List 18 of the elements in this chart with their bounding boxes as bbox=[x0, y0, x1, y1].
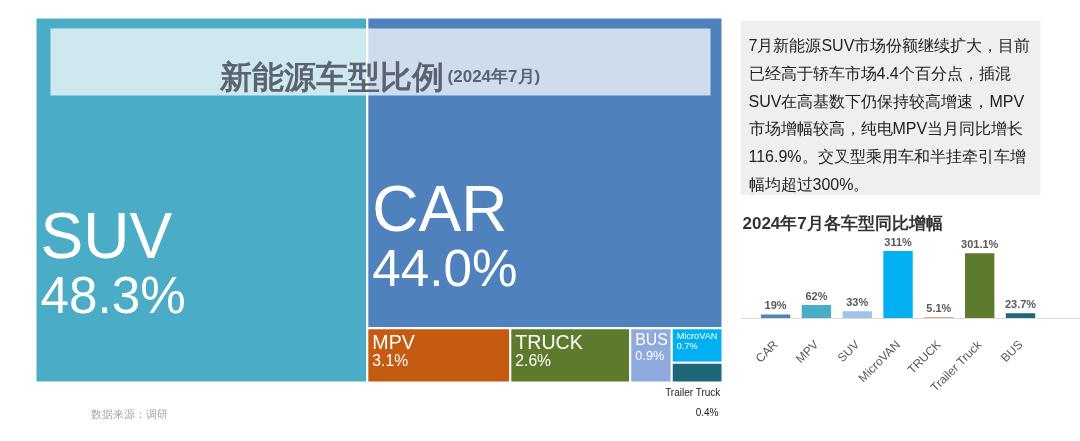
text: 7月新能源SUV市场份额继续扩大，目前已经高于轿车市场4.4个百分点，插混SUV在高基数下仍保持较高增速，MPV市场增幅较高，纯电MPV当月同比增长116.9%。交叉型乘用车和半挂牵引车增幅均超过300%。 bbox=[748, 37, 1031, 193]
data-label: 0.4% bbox=[695, 406, 719, 418]
chart-title: 2024年7月各车型同比增幅 bbox=[742, 213, 943, 233]
data-label: 0.7% bbox=[676, 340, 698, 351]
data-label: 2.6% bbox=[515, 351, 552, 369]
data-label: 62% bbox=[805, 290, 828, 303]
data-label: 301.1% bbox=[961, 238, 999, 251]
data-label: 3.1% bbox=[372, 351, 409, 369]
text: 新能源车型比例 bbox=[218, 58, 444, 95]
data-label: 5.1% bbox=[926, 302, 952, 315]
data-label: 311% bbox=[884, 236, 913, 248]
source-note: 数据来源：调研 bbox=[90, 407, 168, 420]
data-label: 33% bbox=[846, 296, 869, 309]
data-label: 19% bbox=[764, 299, 787, 312]
text: (2024年7月) bbox=[447, 67, 541, 86]
category-label: Trailer Truck bbox=[665, 386, 722, 398]
data-label: 23.7% bbox=[1004, 298, 1037, 311]
data-label: 0.9% bbox=[635, 347, 665, 363]
